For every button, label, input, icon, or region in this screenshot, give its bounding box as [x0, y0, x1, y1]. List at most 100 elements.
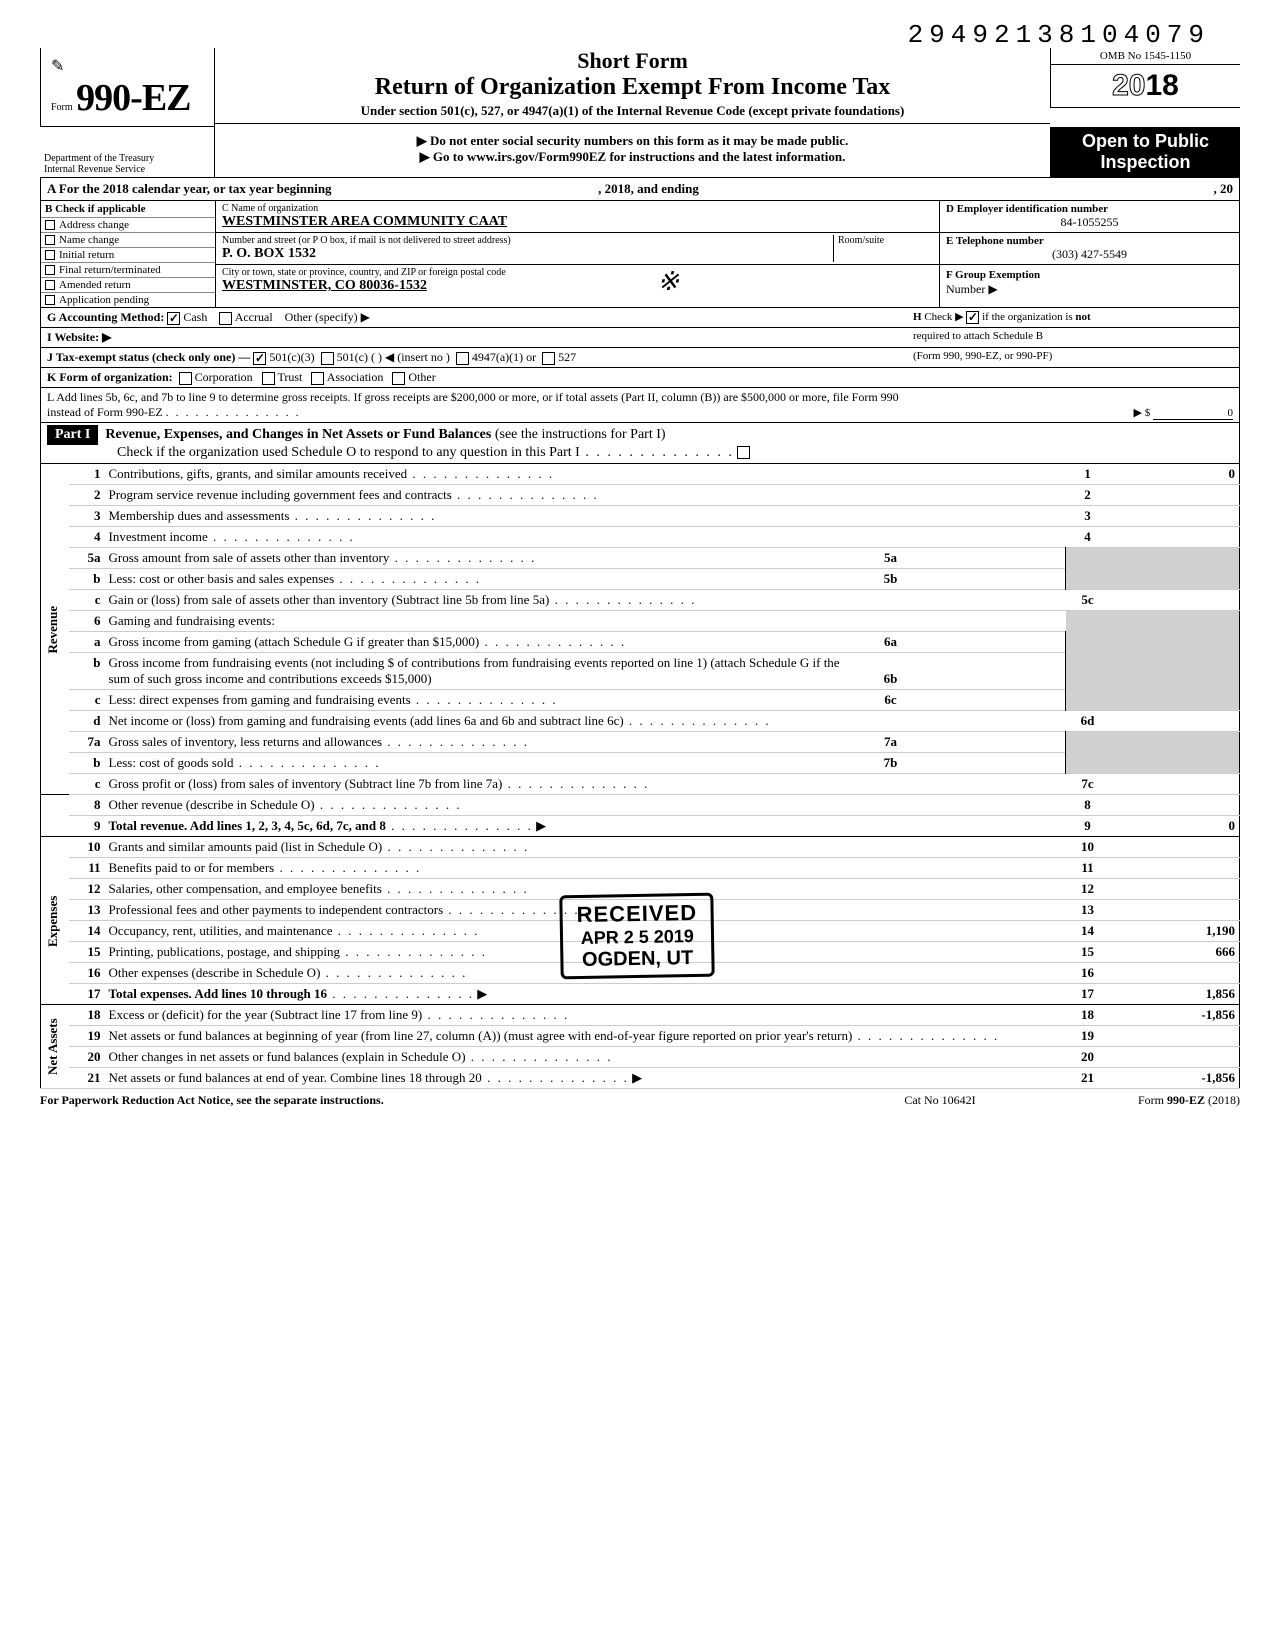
chk-501c[interactable] — [321, 352, 334, 365]
chk-address-change[interactable]: Address change — [41, 217, 215, 232]
d-12: Salaries, other compensation, and employ… — [109, 881, 382, 896]
d-17: Total expenses. Add lines 10 through 16 — [109, 986, 328, 1001]
chk-assoc[interactable] — [311, 372, 324, 385]
lbl-cash: Cash — [183, 310, 207, 324]
lbl-501c: 501(c) ( ) ◀ (insert no ) — [337, 350, 450, 364]
d-6b: Gross income from fundraising events (no… — [109, 655, 840, 686]
col-13: 13 — [1066, 900, 1110, 921]
col-2: 2 — [1066, 485, 1110, 506]
d-20: Other changes in net assets or fund bala… — [109, 1049, 466, 1064]
footer-form: Form 990-EZ (2018) — [1138, 1093, 1240, 1107]
lbl-corp: Corporation — [195, 370, 253, 384]
d-18: Excess or (deficit) for the year (Subtra… — [109, 1007, 423, 1022]
short-form-label: Short Form — [215, 48, 1050, 74]
ln-7b: b — [69, 753, 105, 774]
ln-5a: 5a — [69, 548, 105, 569]
row-g-h: G Accounting Method: Cash Accrual Other … — [40, 308, 1240, 328]
line-a-right: , 20 — [1083, 181, 1233, 197]
d-5a: Gross amount from sale of assets other t… — [109, 550, 390, 565]
col-10: 10 — [1066, 837, 1110, 858]
chk-application-pending[interactable]: Application pending — [41, 292, 215, 307]
header-instructions: ▶ Do not enter social security numbers o… — [215, 127, 1050, 177]
chk-other-org[interactable] — [392, 372, 405, 385]
omb-number: OMB No 1545-1150 — [1051, 48, 1240, 65]
chk-527[interactable] — [542, 352, 555, 365]
dept-treasury: Department of the Treasury Internal Reve… — [40, 127, 215, 177]
form-header: ✎ Form 990-EZ Short Form Return of Organ… — [40, 48, 1240, 127]
header-center: Short Form Return of Organization Exempt… — [215, 48, 1050, 124]
chk-4947[interactable] — [456, 352, 469, 365]
amt-1: 0 — [1110, 464, 1240, 485]
mid-row: Department of the Treasury Internal Reve… — [40, 127, 1240, 178]
part1-title-bold: Revenue, Expenses, and Changes in Net As… — [105, 427, 491, 442]
ln-8: 8 — [69, 795, 105, 816]
c-label: C Name of organization — [222, 203, 933, 214]
d-7a: Gross sales of inventory, less returns a… — [109, 734, 383, 749]
chk-schedule-o[interactable] — [737, 446, 750, 459]
chk-trust[interactable] — [262, 372, 275, 385]
ln-17: 17 — [69, 984, 105, 1005]
h-cont-1: required to attach Schedule B — [913, 330, 1233, 345]
side-expenses: Expenses — [41, 837, 69, 1005]
box-6a: 6a — [866, 632, 916, 653]
lbl-amended-return: Amended return — [59, 279, 131, 291]
col-16: 16 — [1066, 963, 1110, 984]
ln-9: 9 — [69, 816, 105, 837]
year-bold: 18 — [1146, 69, 1179, 102]
amt-5c — [1110, 590, 1240, 611]
col-c: C Name of organization WESTMINSTER AREA … — [216, 201, 939, 307]
ln-5c: c — [69, 590, 105, 611]
footer: For Paperwork Reduction Act Notice, see … — [40, 1089, 1240, 1108]
d-19: Net assets or fund balances at beginning… — [109, 1028, 853, 1043]
dln-number: 29492138104079 — [40, 20, 1240, 50]
chk-cash[interactable] — [167, 312, 180, 325]
lbl-accrual: Accrual — [235, 310, 273, 324]
chk-name-change[interactable]: Name change — [41, 232, 215, 247]
d-label: D Employer identification number — [946, 203, 1233, 215]
d-21: Net assets or fund balances at end of ye… — [109, 1070, 482, 1085]
part1-header-row: Part I Revenue, Expenses, and Changes in… — [40, 423, 1240, 464]
part1-table: Revenue 1 Contributions, gifts, grants, … — [40, 464, 1240, 1089]
i-label: I Website: ▶ — [47, 330, 111, 344]
d-6: Gaming and fundraising events: — [105, 611, 1066, 632]
col-6d: 6d — [1066, 711, 1110, 732]
ln-16: 16 — [69, 963, 105, 984]
lbl-other-org: Other — [408, 370, 435, 384]
chk-corp[interactable] — [179, 372, 192, 385]
instr-goto: ▶ Go to www.irs.gov/Form990EZ for instru… — [219, 149, 1046, 165]
chk-501c3[interactable] — [253, 352, 266, 365]
arrow-21: ▶ — [632, 1070, 642, 1085]
return-title: Return of Organization Exempt From Incom… — [215, 74, 1050, 101]
chk-accrual[interactable] — [219, 312, 232, 325]
box-7b: 7b — [866, 753, 916, 774]
city-state-zip: WESTMINSTER, CO 80036-1532 — [222, 278, 933, 294]
instr-no-ssn: ▶ Do not enter social security numbers o… — [219, 133, 1046, 149]
ln-5b: b — [69, 569, 105, 590]
open-to-public: Open to Public Inspection — [1050, 127, 1240, 177]
ln-1: 1 — [69, 464, 105, 485]
form-number: 990-EZ — [76, 77, 190, 119]
amt-3 — [1110, 506, 1240, 527]
col-7c: 7c — [1066, 774, 1110, 795]
col-18: 18 — [1066, 1005, 1110, 1026]
d-11: Benefits paid to or for members — [109, 860, 275, 875]
amt-9: 0 — [1110, 816, 1240, 837]
amt-16 — [1110, 963, 1240, 984]
lbl-assoc: Association — [327, 370, 384, 384]
chk-initial-return[interactable]: Initial return — [41, 247, 215, 262]
part1-title-rest: (see the instructions for Part I) — [491, 427, 665, 442]
ln-7a: 7a — [69, 732, 105, 753]
d-2: Program service revenue including govern… — [109, 487, 452, 502]
chk-final-return[interactable]: Final return/terminated — [41, 262, 215, 277]
amt-6d — [1110, 711, 1240, 732]
ln-14: 14 — [69, 921, 105, 942]
d-9: Total revenue. Add lines 1, 2, 3, 4, 5c,… — [109, 818, 386, 833]
chk-h[interactable] — [966, 311, 979, 324]
ln-11: 11 — [69, 858, 105, 879]
chk-amended-return[interactable]: Amended return — [41, 277, 215, 292]
ln-4: 4 — [69, 527, 105, 548]
d-5b: Less: cost or other basis and sales expe… — [109, 571, 335, 586]
ln-12: 12 — [69, 879, 105, 900]
lbl-trust: Trust — [277, 370, 302, 384]
amt-2 — [1110, 485, 1240, 506]
